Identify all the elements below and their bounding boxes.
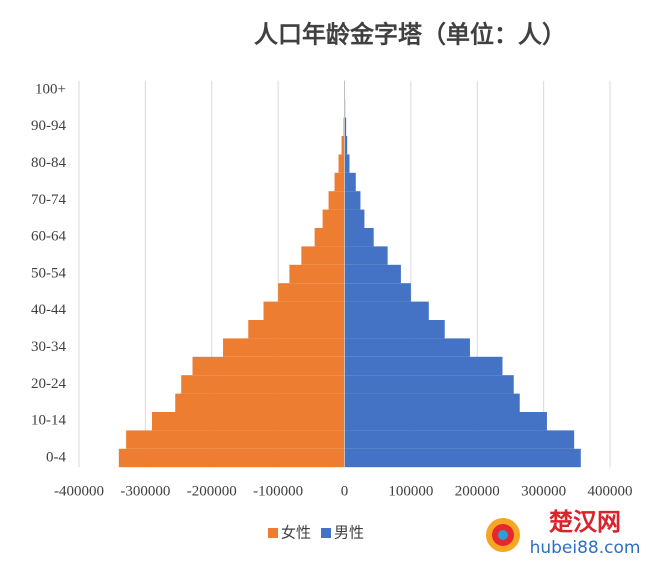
bar (118, 448, 345, 468)
x-tick-label: 300000 (521, 483, 566, 499)
y-tick-label: 100+ (35, 81, 66, 97)
chart-title: 人口年龄金字塔（单位：人） (254, 21, 566, 49)
x-tick-label: -300000 (120, 483, 170, 499)
y-tick-label: 40-44 (31, 302, 66, 318)
bar (192, 356, 345, 376)
bar (344, 338, 470, 357)
bar (344, 448, 581, 468)
bar (328, 191, 345, 210)
legend-swatch (268, 528, 278, 538)
bar (248, 320, 345, 339)
x-tick-label: -400000 (54, 483, 104, 499)
bar (334, 172, 345, 192)
bar (344, 301, 429, 320)
bar (301, 246, 345, 265)
bar (181, 375, 345, 394)
bar (152, 412, 345, 431)
legend-label: 男性 (334, 524, 364, 541)
y-tick-label: 20-24 (31, 376, 66, 392)
x-tick-label: -200000 (187, 483, 237, 499)
bar (344, 264, 401, 284)
bar (344, 412, 547, 431)
bar (278, 283, 345, 302)
bar (344, 209, 365, 228)
bar (344, 172, 356, 192)
legend-label: 女性 (281, 523, 311, 541)
bar (344, 320, 445, 339)
y-tick-label: 0-4 (46, 449, 66, 465)
x-tick-label: 200000 (455, 483, 500, 499)
bar (341, 136, 345, 155)
y-tick-label: 80-84 (31, 155, 66, 171)
bar (344, 117, 347, 136)
bar (344, 393, 520, 412)
watermark-url: hubei88.com (530, 538, 641, 558)
bar (314, 228, 345, 247)
y-tick-label: 30-34 (31, 339, 66, 355)
x-tick-label: 0 (341, 483, 349, 499)
watermark-name: 楚汉网 (549, 508, 621, 536)
bar (175, 393, 345, 412)
bar (344, 375, 514, 394)
bar (344, 154, 350, 173)
bar (126, 430, 345, 449)
bar (344, 191, 361, 210)
watermark: 楚汉网 hubei88.com (486, 508, 640, 558)
y-tick-label: 90-94 (31, 118, 66, 134)
bar (338, 154, 345, 173)
bar (322, 209, 345, 228)
bar (344, 283, 411, 302)
bar (344, 228, 374, 247)
bar (344, 356, 503, 376)
bar (263, 301, 345, 320)
bar (344, 246, 388, 265)
x-tick-label: 100000 (388, 483, 433, 499)
logo-dot (498, 530, 508, 540)
bar (289, 264, 345, 284)
y-tick-label: 10-14 (31, 413, 66, 429)
y-tick-label: 50-54 (31, 265, 66, 281)
x-tick-label: -100000 (253, 483, 303, 499)
bar (344, 430, 575, 449)
bar (344, 136, 348, 155)
x-tick-label: 400000 (588, 483, 633, 499)
y-tick-label: 60-64 (31, 229, 66, 245)
bar (223, 338, 345, 357)
y-tick-label: 70-74 (31, 192, 66, 208)
legend-swatch (321, 528, 332, 538)
